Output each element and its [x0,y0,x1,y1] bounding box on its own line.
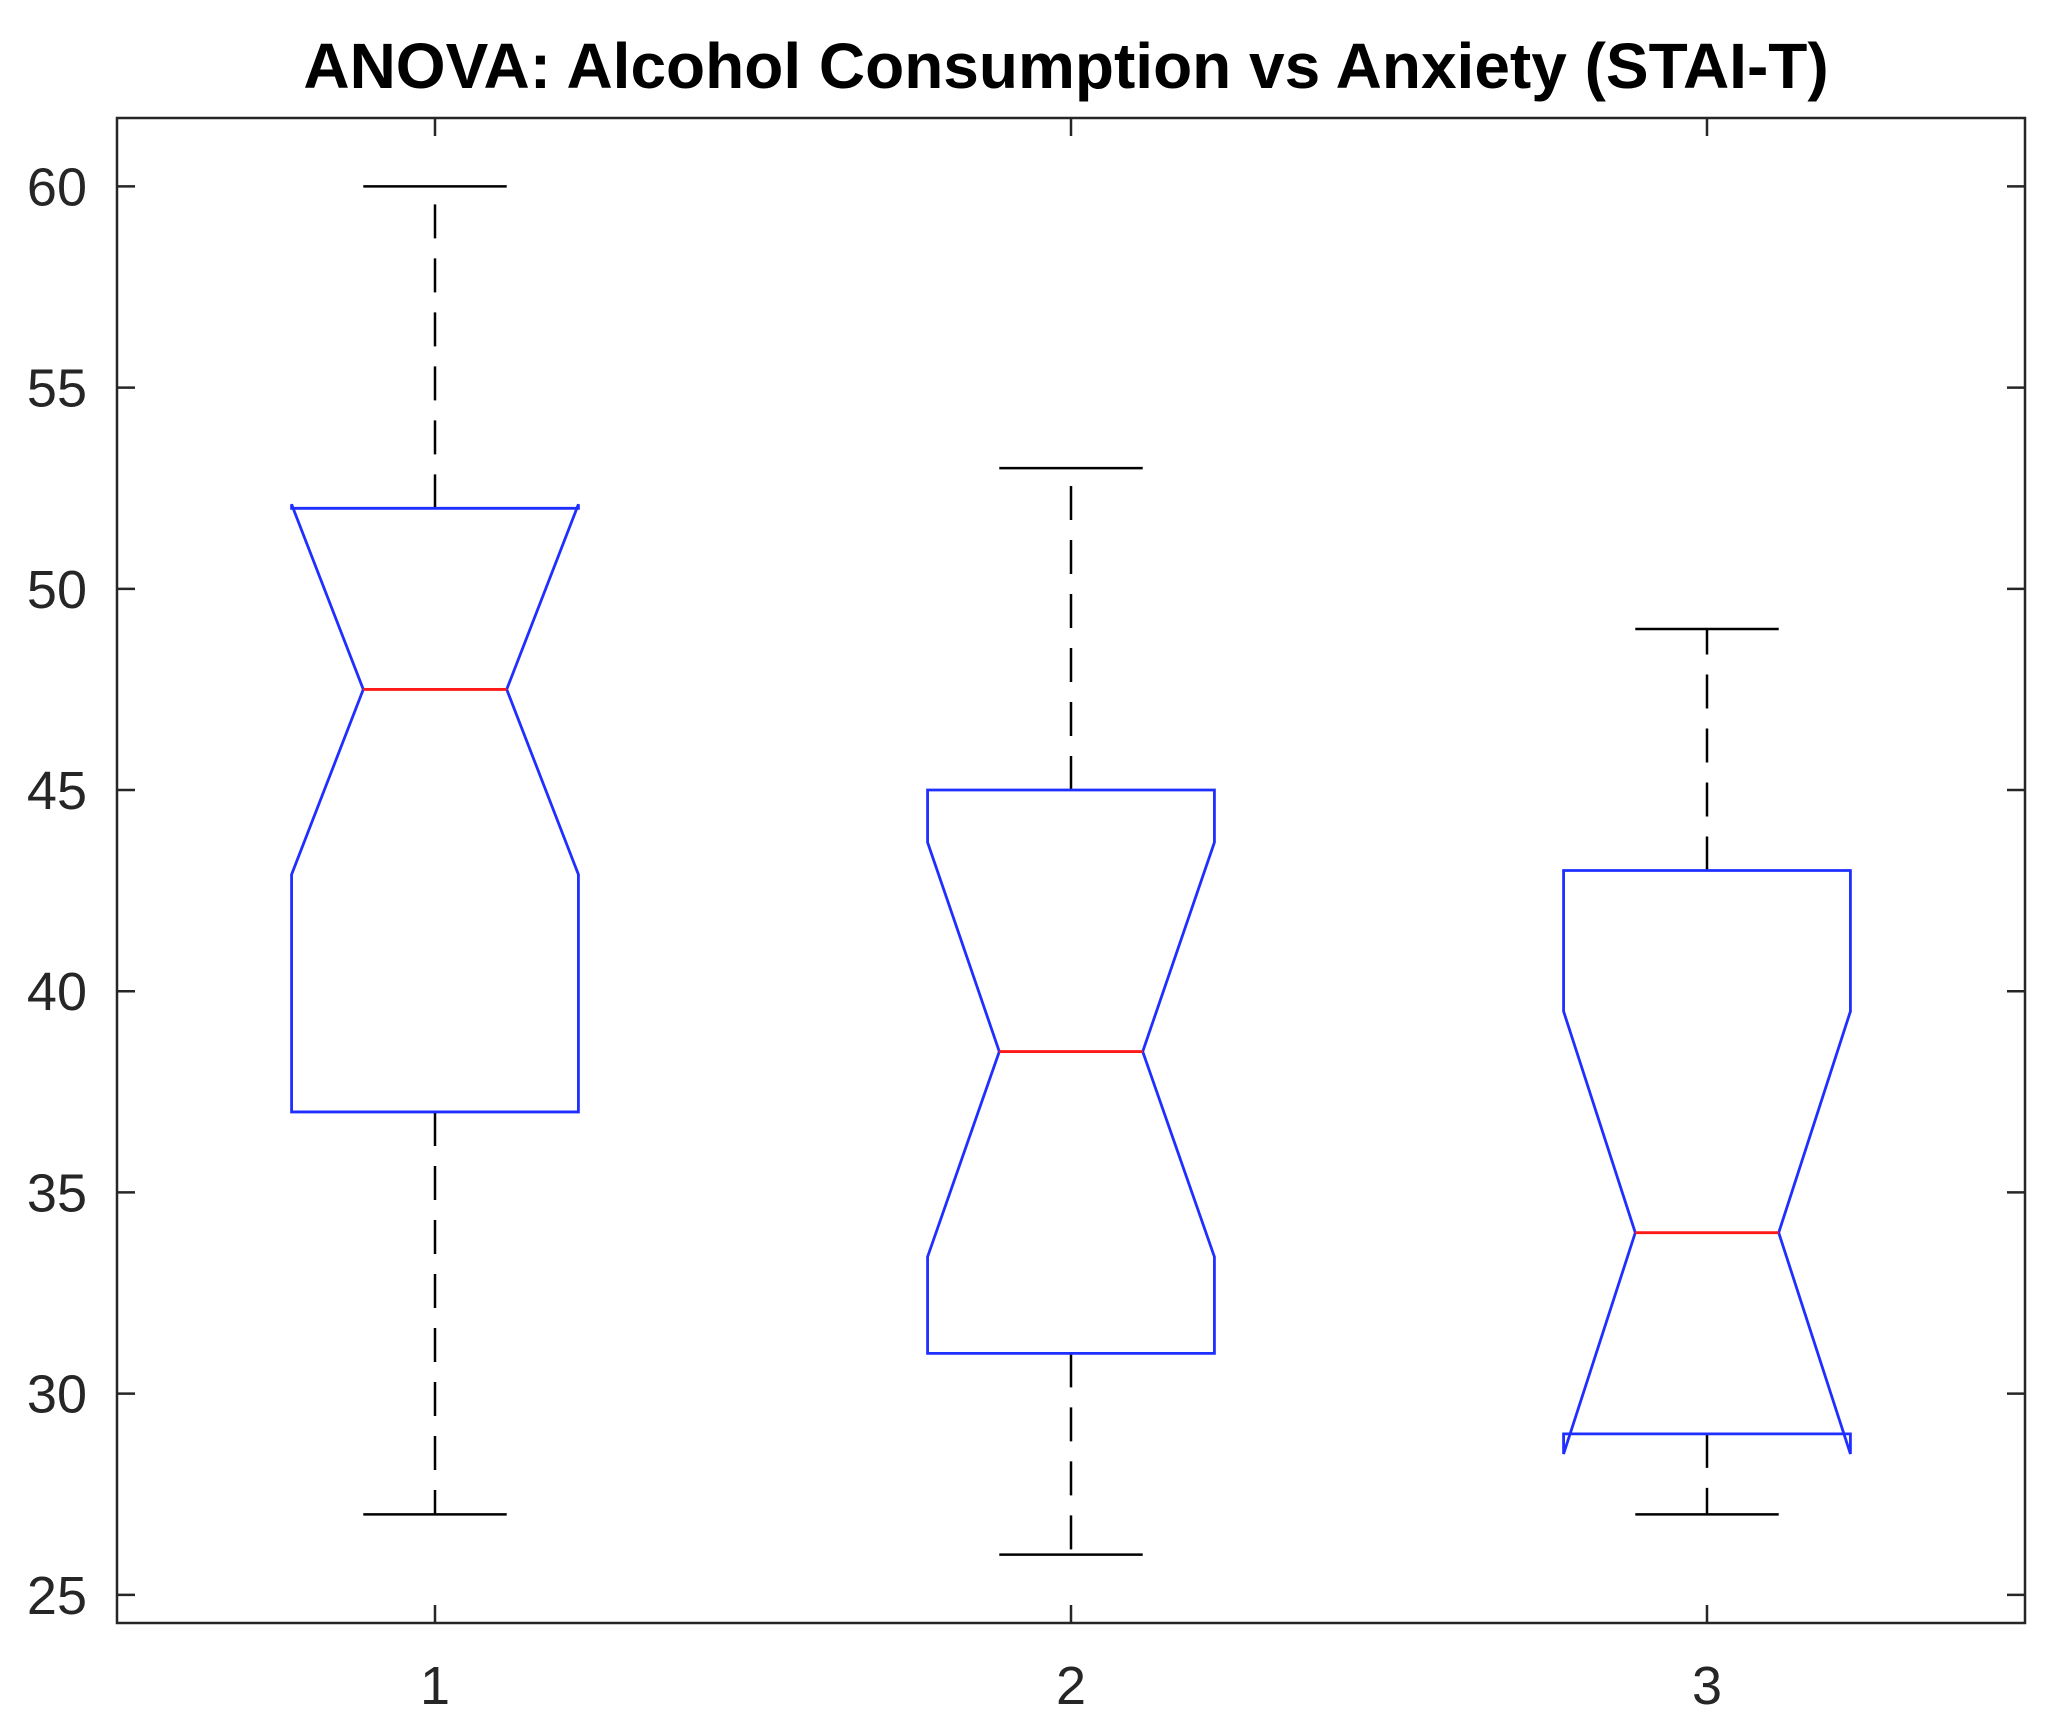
notched-box[interactable] [290,503,580,1114]
notched-box[interactable] [1562,869,1852,1455]
notched-box[interactable] [926,788,1216,1355]
y-tick-label: 50 [27,560,87,620]
x-tick-label: 1 [420,1656,450,1716]
x-tick-label: 2 [1056,1656,1086,1716]
y-tick-label: 25 [27,1566,87,1626]
y-tick-label: 60 [27,157,87,217]
y-tick-label: 30 [27,1365,87,1425]
y-tick-label: 35 [27,1163,87,1223]
y-tick-label: 40 [27,962,87,1022]
y-tick-label: 55 [27,359,87,419]
chart-title: ANOVA: Alcohol Consumption vs Anxiety (S… [303,30,1828,102]
x-tick-label: 3 [1692,1656,1722,1716]
y-tick-label: 45 [27,761,87,821]
